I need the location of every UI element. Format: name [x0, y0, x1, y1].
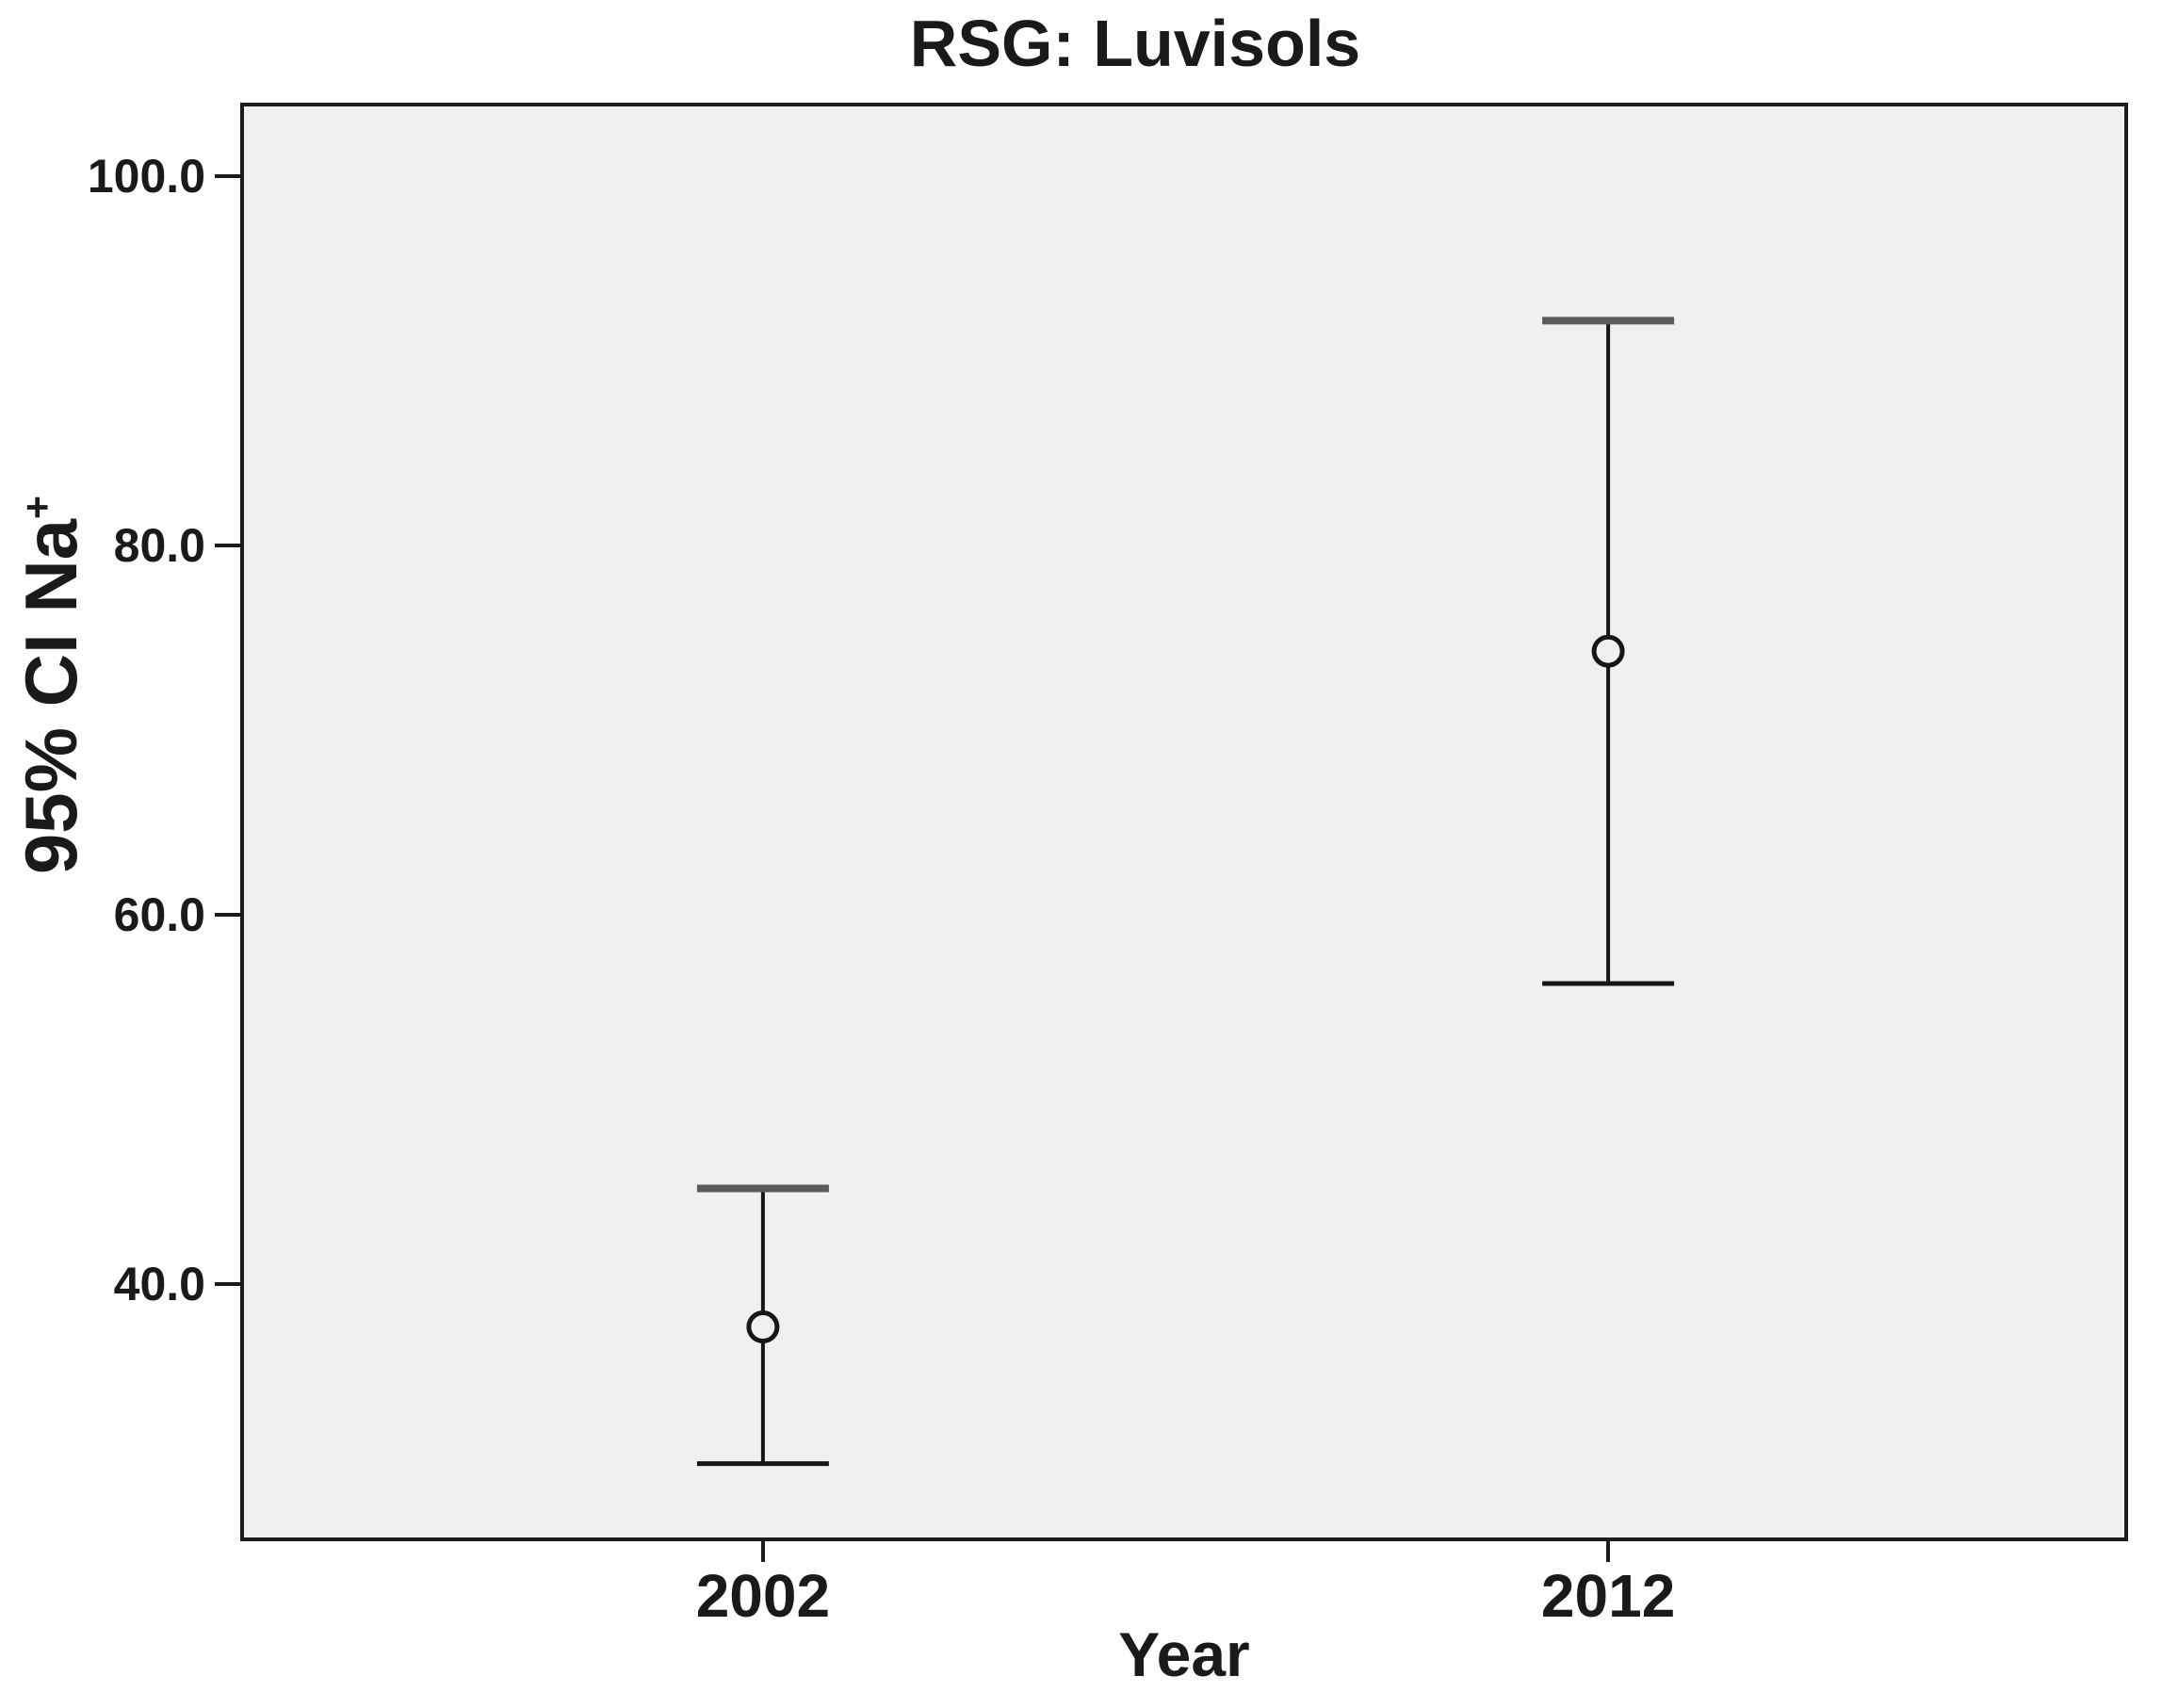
- error-bars-layer: [696, 317, 1675, 1467]
- y-tick: [215, 544, 244, 548]
- y-tick-label: 40.0: [113, 1258, 205, 1311]
- x-axis-title: Year: [1118, 1619, 1250, 1689]
- x-tick: [1606, 1537, 1611, 1562]
- x-category-label: 2002: [695, 1562, 831, 1630]
- plot-area: [240, 103, 2128, 1541]
- chart-title: RSG: Luvisols: [909, 7, 1361, 80]
- error-bar-2002: [696, 1184, 829, 1467]
- x-category-label: 2012: [1540, 1562, 1676, 1630]
- y-axis-label-superscript: +: [15, 495, 60, 519]
- error-bar-2012: [1542, 317, 1675, 986]
- x-tick: [760, 1537, 765, 1562]
- y-tick-label: 60.0: [113, 888, 205, 942]
- y-tick: [215, 1282, 244, 1287]
- mean-marker: [746, 1310, 780, 1344]
- y-tick: [215, 913, 244, 918]
- mean-marker: [1591, 634, 1625, 668]
- y-tick: [215, 174, 244, 179]
- y-tick-label: 80.0: [113, 519, 205, 573]
- y-tick-label: 100.0: [87, 150, 205, 203]
- y-axis-label-text: 95% CI Na: [9, 518, 92, 875]
